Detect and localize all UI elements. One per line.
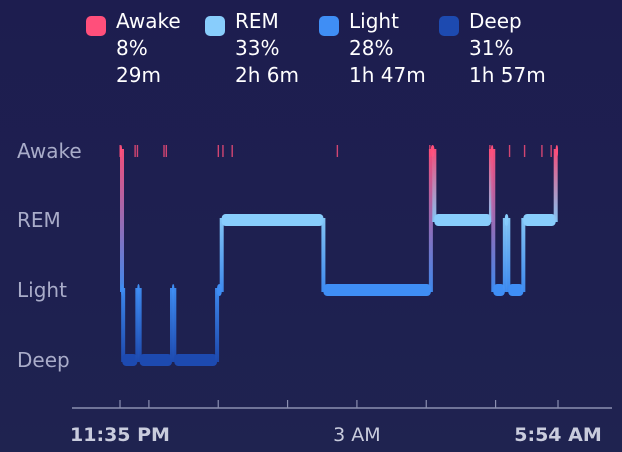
stage-transition [491, 149, 496, 292]
awake-tick [163, 145, 165, 157]
awake-tick [222, 145, 224, 157]
awake-tick [136, 145, 139, 157]
legend-label: Light [349, 9, 399, 33]
stage-label-awake: Awake [17, 139, 82, 163]
stage-transition [553, 149, 558, 222]
awake-tick [523, 145, 526, 157]
stage-axis-labels: Awake REM Light Deep [17, 139, 82, 372]
awake-tick [541, 145, 543, 157]
segment-rem [523, 214, 556, 226]
legend-duration: 1h 47m [349, 63, 426, 87]
stage-transition [219, 218, 224, 292]
segment-deep [139, 354, 173, 366]
legend-duration: 29m [116, 63, 161, 87]
awake-tick [508, 145, 511, 157]
stage-transition [121, 288, 126, 362]
stage-label-light: Light [17, 278, 67, 302]
stage-transition [506, 218, 511, 292]
stage-transition [428, 149, 433, 292]
legend-percent: 33% [235, 36, 280, 60]
time-label: 11:35 PM [70, 424, 170, 446]
awake-tick [550, 145, 552, 157]
segment-rem [221, 214, 324, 226]
rem-swatch-icon [205, 16, 225, 36]
stage-label-rem: REM [17, 208, 61, 232]
stage-transition [502, 218, 507, 292]
stage-transition [172, 288, 177, 362]
segment-awake [555, 145, 558, 157]
awake-tick [489, 145, 491, 157]
legend-label: Awake [116, 9, 181, 33]
segment-light [508, 284, 524, 296]
stage-transition [137, 288, 142, 362]
stage-transition [321, 218, 326, 292]
segment-light [323, 284, 431, 296]
legend-label: REM [235, 9, 279, 33]
legend-duration: 2h 6m [235, 63, 299, 87]
awake-tick [119, 145, 121, 157]
light-swatch-icon [319, 16, 339, 36]
awake-tick [429, 145, 431, 157]
stage-transition [432, 149, 437, 222]
segment-rem [434, 214, 491, 226]
time-axis-labels: 11:35 PM 3 AM 5:54 AM [70, 424, 602, 446]
stage-transition [170, 288, 175, 362]
awake-markers [119, 145, 552, 157]
stage-transition [488, 149, 493, 222]
stage-transition [135, 288, 140, 362]
time-label: 5:54 AM [514, 424, 602, 446]
time-axis-ticks [119, 400, 559, 408]
stage-label-deep: Deep [17, 348, 70, 372]
segment-deep [122, 354, 138, 366]
stage-transition [120, 149, 124, 292]
legend-label: Deep [469, 9, 522, 33]
legend-percent: 28% [349, 36, 394, 60]
legend-percent: 8% [116, 36, 148, 60]
segment-light [493, 284, 505, 296]
legend-percent: 31% [469, 36, 514, 60]
awake-swatch-icon [86, 16, 106, 36]
stage-bands [120, 145, 558, 366]
legend: Awake 8% 29m REM 33% 2h 6m Light 28% 1h … [0, 0, 622, 100]
legend-duration: 1h 57m [469, 63, 546, 87]
time-label: 3 AM [333, 424, 381, 446]
stage-transition [215, 288, 220, 362]
segment-deep [174, 354, 218, 366]
awake-tick [165, 145, 168, 157]
deep-swatch-icon [439, 16, 459, 36]
awake-tick [134, 145, 136, 157]
stage-transition [521, 218, 526, 292]
awake-tick [231, 145, 233, 157]
awake-tick [336, 145, 339, 157]
awake-tick [217, 145, 220, 157]
